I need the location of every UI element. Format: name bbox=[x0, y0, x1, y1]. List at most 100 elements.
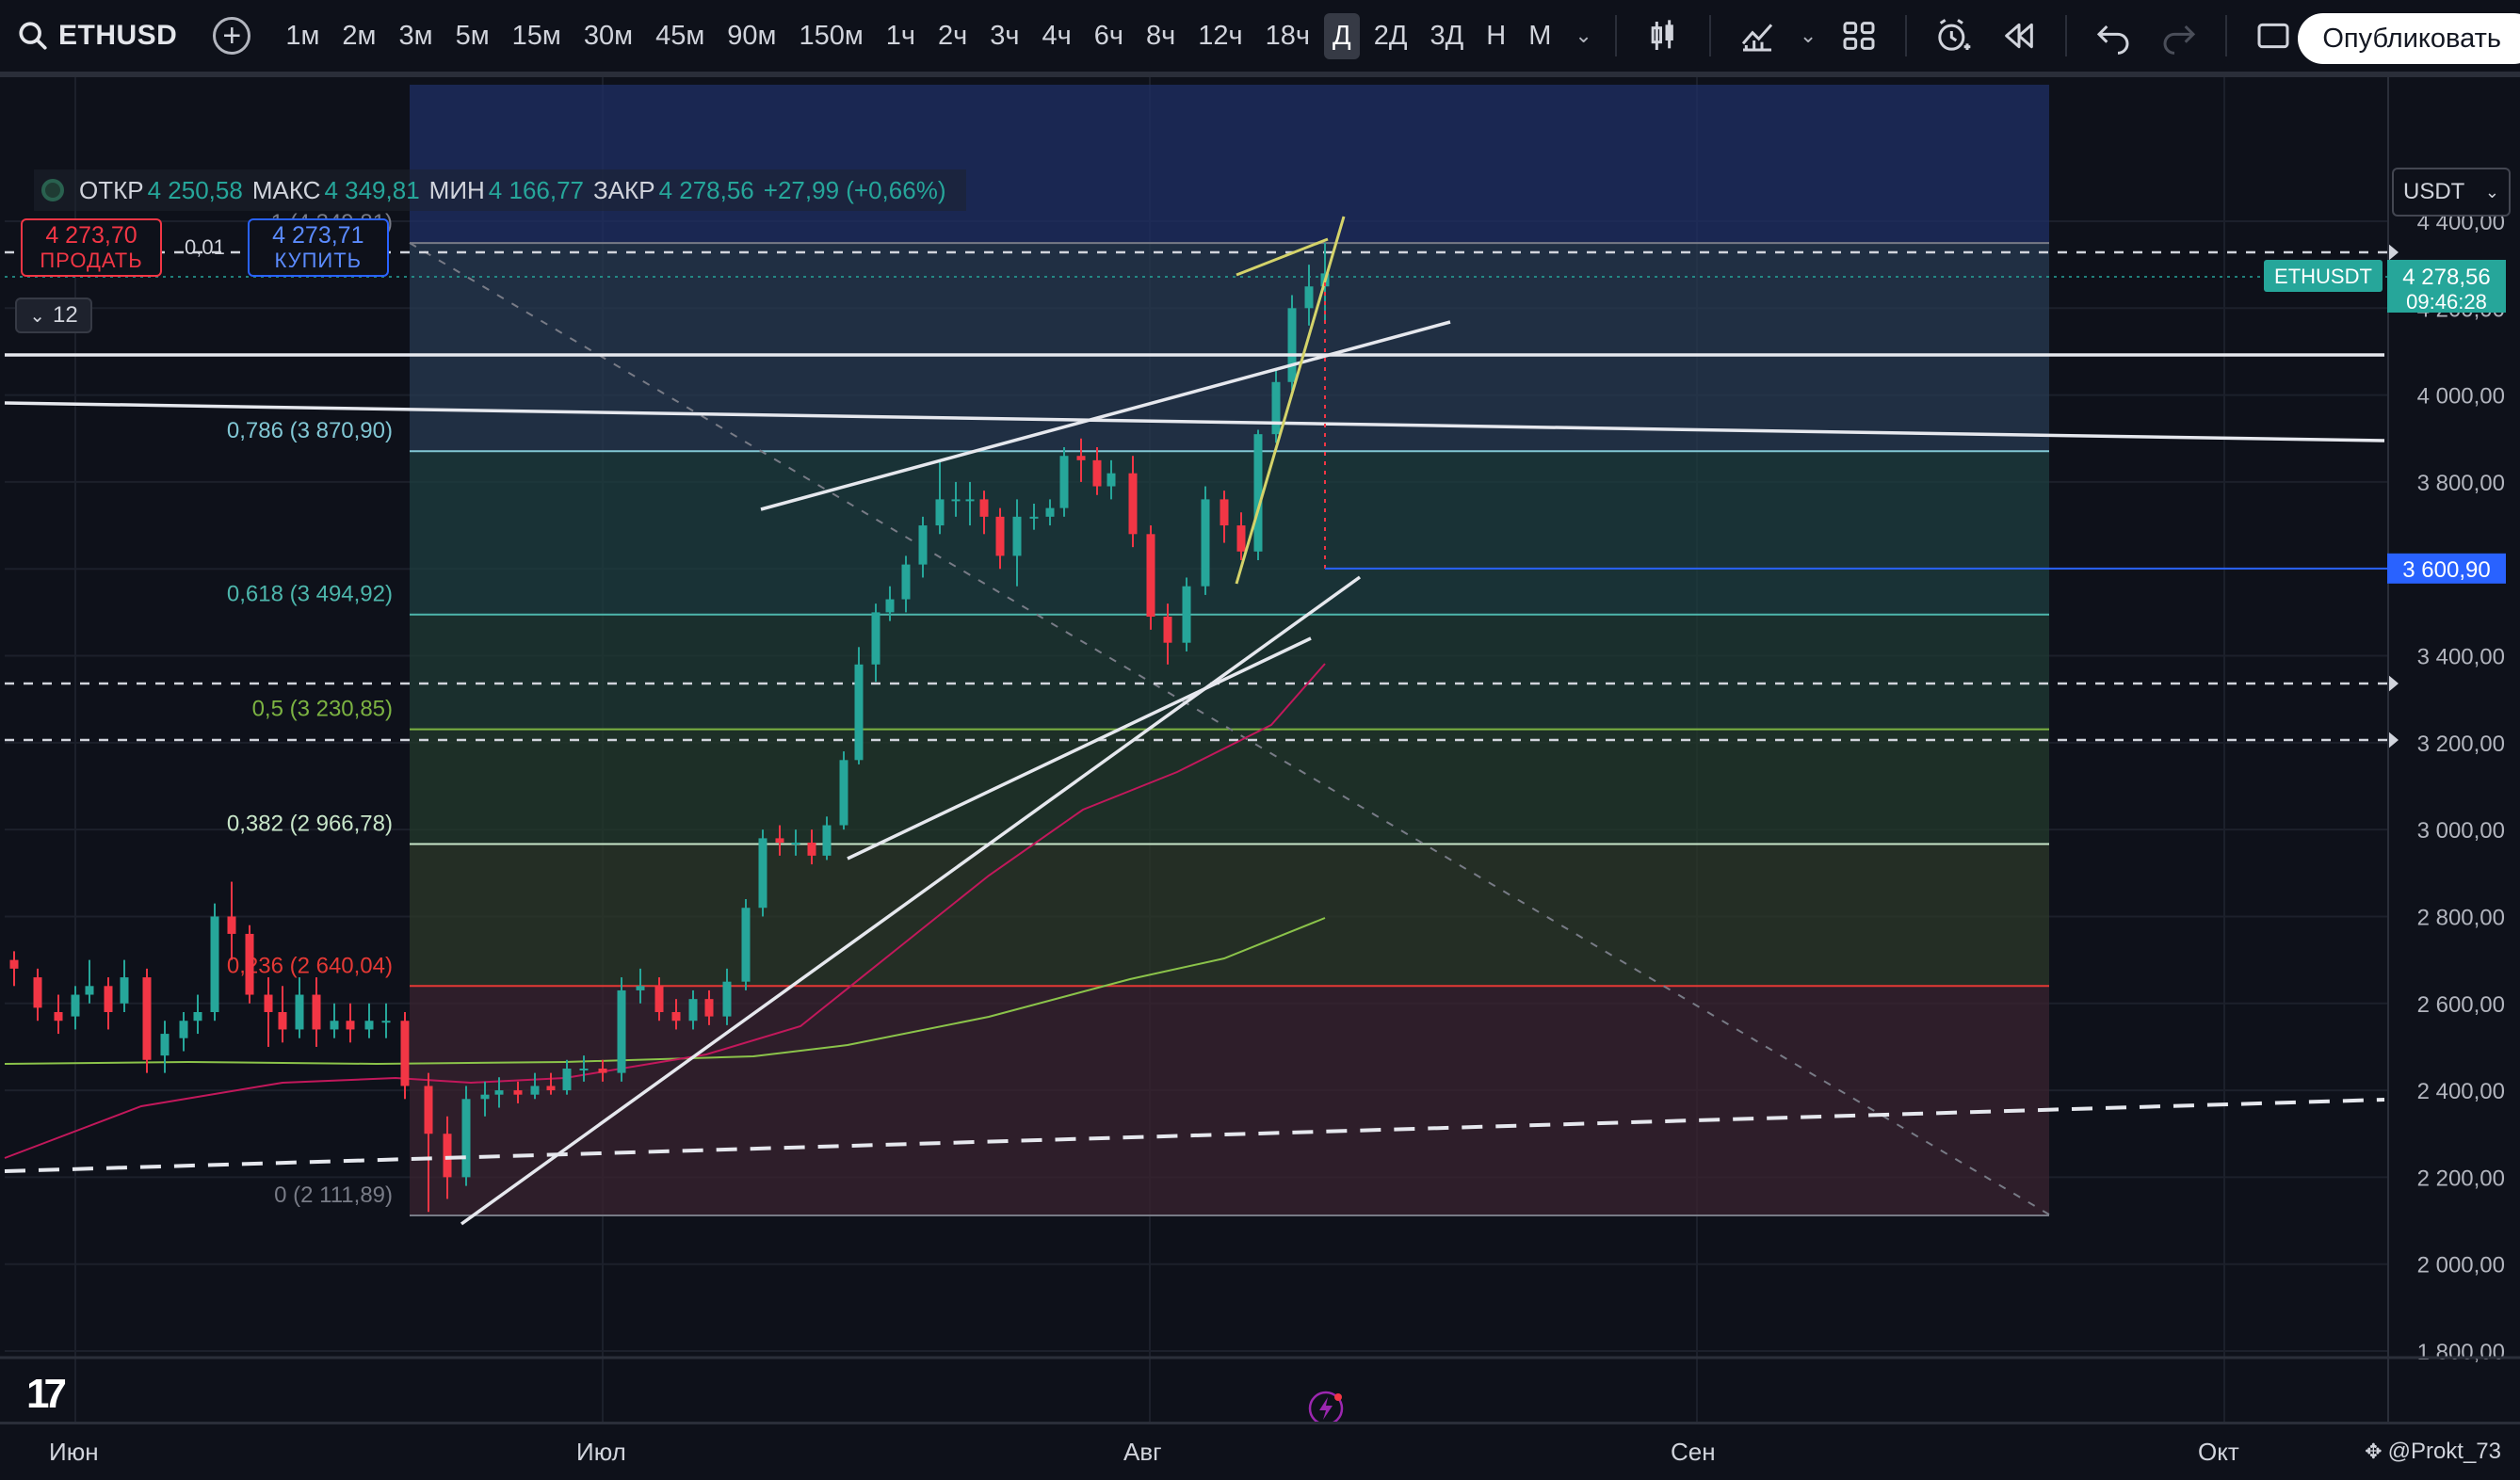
price-chart[interactable]: 1 (4 349,81)0,786 (3 870,90)0,618 (3 494… bbox=[0, 77, 2520, 1422]
candle-down bbox=[807, 843, 816, 856]
toolbar-divider bbox=[1905, 15, 1908, 56]
open-value: 4 250,58 bbox=[147, 175, 243, 204]
candle-up bbox=[120, 977, 129, 1004]
wedge-line bbox=[1236, 237, 1329, 277]
time-axis[interactable]: Июн Июл Авг Сен Окт bbox=[0, 1422, 2520, 1480]
interval-4[interactable]: 15м bbox=[511, 20, 561, 51]
indicators-icon[interactable] bbox=[1736, 14, 1779, 57]
interval-15[interactable]: 12ч bbox=[1198, 20, 1243, 51]
toolbar-divider bbox=[2225, 15, 2228, 56]
spread-value: 0,01 bbox=[185, 235, 225, 259]
level-arrow-icon bbox=[2387, 243, 2399, 262]
publish-button[interactable]: Опубликовать bbox=[2298, 13, 2520, 64]
candle-up bbox=[741, 908, 751, 982]
interval-8[interactable]: 150м bbox=[799, 20, 864, 51]
interval-list: 1м 2м 3м 5м 15м 30м 45м 90м 150м 1ч 2ч 3ч 4ч 6ч 8ч 12ч 1… bbox=[277, 12, 1565, 59]
fib-level-label: 0,786 (3 870,90) bbox=[227, 418, 393, 443]
candle-up bbox=[71, 994, 80, 1017]
interval-14[interactable]: 8ч bbox=[1146, 20, 1176, 51]
interval-3[interactable]: 5м bbox=[455, 20, 490, 51]
interval-6[interactable]: 45м bbox=[655, 20, 705, 51]
candle-up bbox=[1182, 586, 1191, 643]
candle-up bbox=[1107, 473, 1116, 487]
candle-down bbox=[9, 959, 19, 969]
candle-up bbox=[918, 525, 928, 565]
low-label: МИН bbox=[428, 175, 485, 204]
price-axis-tick: 2 600,00 bbox=[2417, 992, 2505, 1018]
fullscreen-icon[interactable] bbox=[2252, 14, 2295, 57]
chevron-down-icon[interactable]: ⌄ bbox=[1799, 24, 1817, 47]
replay-icon[interactable] bbox=[1997, 14, 2041, 57]
candle-down bbox=[1092, 459, 1102, 487]
ohlc-legend: ОТКР 4 250,58 МАКС 4 349,81 МИН 4 166,77 ЗА… bbox=[34, 169, 967, 211]
chevron-down-icon[interactable]: ⌄ bbox=[1575, 24, 1592, 47]
interval-0[interactable]: 1м bbox=[285, 20, 320, 51]
sell-button[interactable]: 4 273,70 ПРОДАТЬ bbox=[21, 218, 162, 277]
watermark: ✥ @Prokt_73 bbox=[2365, 1439, 2501, 1465]
candle-up bbox=[179, 1021, 188, 1038]
candle-up bbox=[530, 1086, 540, 1095]
interval-12[interactable]: 4ч bbox=[1042, 20, 1072, 51]
interval-9[interactable]: 1ч bbox=[885, 20, 916, 51]
buy-label: КУПИТЬ bbox=[274, 249, 363, 272]
candle-up bbox=[722, 981, 732, 1017]
candle-up bbox=[85, 986, 94, 995]
interval-18[interactable]: 2Д bbox=[1373, 20, 1408, 51]
search-icon bbox=[19, 22, 47, 50]
interval-7[interactable]: 90м bbox=[727, 20, 777, 51]
interval-17[interactable]: Д bbox=[1324, 12, 1360, 59]
fib-level-label: 0 (2 111,89) bbox=[274, 1182, 393, 1208]
candle-up bbox=[579, 1069, 589, 1070]
interval-10[interactable]: 2ч bbox=[938, 20, 968, 51]
price-axis-tick: 2 800,00 bbox=[2417, 905, 2505, 930]
interval-11[interactable]: 3ч bbox=[990, 20, 1020, 51]
last-price-value: 4 278,56 bbox=[2402, 265, 2490, 290]
time-axis-label: Авг bbox=[1123, 1438, 1162, 1466]
candle-up bbox=[965, 499, 975, 502]
indicators-count: 12 bbox=[53, 302, 78, 328]
tradingview-logo[interactable]: 17 bbox=[26, 1371, 67, 1417]
open-label: ОТКР bbox=[79, 175, 144, 204]
undo-icon[interactable] bbox=[2092, 14, 2135, 57]
candle-up bbox=[885, 599, 895, 613]
close-value: 4 278,56 bbox=[658, 175, 754, 204]
layouts-grid-icon[interactable] bbox=[1837, 14, 1881, 57]
candles-icon[interactable] bbox=[1641, 14, 1685, 57]
interval-2[interactable]: 3м bbox=[398, 20, 433, 51]
low-value: 4 166,77 bbox=[488, 175, 585, 204]
interval-5[interactable]: 30м bbox=[583, 20, 634, 51]
candle-down bbox=[671, 1012, 681, 1022]
currency-value: USDT bbox=[2403, 179, 2465, 204]
candle-up bbox=[364, 1021, 374, 1030]
change-value: +27,99 (+0,66%) bbox=[763, 175, 946, 204]
interval-19[interactable]: 3Д bbox=[1430, 20, 1464, 51]
interval-1[interactable]: 2м bbox=[342, 20, 377, 51]
candle-down bbox=[775, 838, 784, 843]
candle-down bbox=[1076, 456, 1086, 460]
price-axis-tick: 3 800,00 bbox=[2417, 471, 2505, 496]
indicators-collapse-button[interactable]: ⌄ 12 bbox=[15, 298, 92, 333]
symbol-search[interactable]: ETHUSD bbox=[17, 8, 177, 64]
currency-select[interactable]: USDT ⌄ bbox=[2392, 168, 2511, 217]
close-label: ЗАКР bbox=[593, 175, 655, 204]
interval-20[interactable]: Н bbox=[1486, 20, 1507, 51]
interval-13[interactable]: 6ч bbox=[1093, 20, 1124, 51]
price-axis-tick: 2 400,00 bbox=[2417, 1079, 2505, 1104]
compare-add-button[interactable]: + bbox=[213, 17, 251, 55]
redo-icon[interactable] bbox=[2157, 14, 2201, 57]
alert-clock-icon[interactable] bbox=[1931, 14, 1975, 57]
candle-down bbox=[346, 1021, 355, 1030]
time-axis-label: Окт bbox=[2198, 1438, 2239, 1466]
candle-down bbox=[598, 1069, 607, 1073]
chevron-down-icon: ⌄ bbox=[2484, 182, 2499, 201]
interval-21[interactable]: М bbox=[1528, 20, 1552, 51]
interval-16[interactable]: 18ч bbox=[1265, 20, 1311, 51]
level-arrow-icon bbox=[2387, 674, 2399, 693]
buy-button[interactable]: 4 273,71 КУПИТЬ bbox=[247, 218, 389, 277]
chart-pane[interactable]: 1 (4 349,81)0,786 (3 870,90)0,618 (3 494… bbox=[0, 77, 2520, 1426]
trend-line bbox=[4, 401, 2385, 442]
candle-up bbox=[1304, 286, 1314, 309]
candle-up bbox=[1029, 516, 1039, 519]
candle-down bbox=[1236, 525, 1246, 552]
candle-up bbox=[193, 1012, 202, 1022]
